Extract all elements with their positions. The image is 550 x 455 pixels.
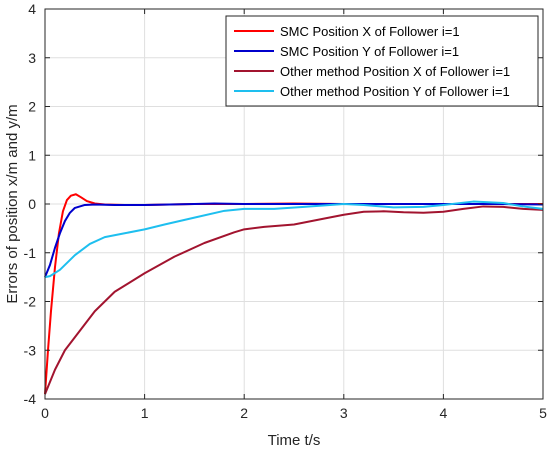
y-tick-label: 0 — [28, 196, 36, 212]
y-tick-label: -4 — [24, 391, 37, 407]
series-line-4 — [44, 200, 544, 279]
legend-entry-label: SMC Position Y of Follower i=1 — [280, 44, 459, 59]
y-tick-label: -2 — [24, 294, 37, 310]
series-line-3 — [44, 205, 544, 395]
y-tick-label: -3 — [24, 342, 37, 358]
legend-entry-label: SMC Position X of Follower i=1 — [280, 24, 460, 39]
y-tick-label: 1 — [28, 147, 36, 163]
x-tick-label: 4 — [440, 405, 448, 421]
x-tick-label: 0 — [41, 405, 49, 421]
series-line-2 — [44, 202, 544, 278]
y-tick-label: -1 — [24, 245, 37, 261]
series-lines — [44, 193, 544, 395]
x-axis-label: Time t/s — [268, 432, 321, 449]
x-tick-label: 1 — [141, 405, 149, 421]
legend-entry-label: Other method Position X of Follower i=1 — [280, 64, 510, 79]
x-tick-label: 2 — [240, 405, 248, 421]
y-tick-label: 4 — [28, 1, 36, 17]
legend: SMC Position X of Follower i=1 SMC Positi… — [225, 15, 539, 107]
x-tick-label: 5 — [539, 405, 547, 421]
axis-ticks: 0 1 2 3 4 5 -4 -3 -2 -1 0 1 2 3 4 — [24, 1, 548, 421]
legend-box — [225, 15, 539, 107]
y-tick-label: 3 — [28, 50, 36, 66]
legend-entry-label: Other method Position Y of Follower i=1 — [280, 84, 510, 99]
x-tick-label: 3 — [340, 405, 348, 421]
y-tick-label: 2 — [28, 99, 36, 115]
y-axis-label: Errors of position x/m and y/m — [4, 104, 21, 303]
